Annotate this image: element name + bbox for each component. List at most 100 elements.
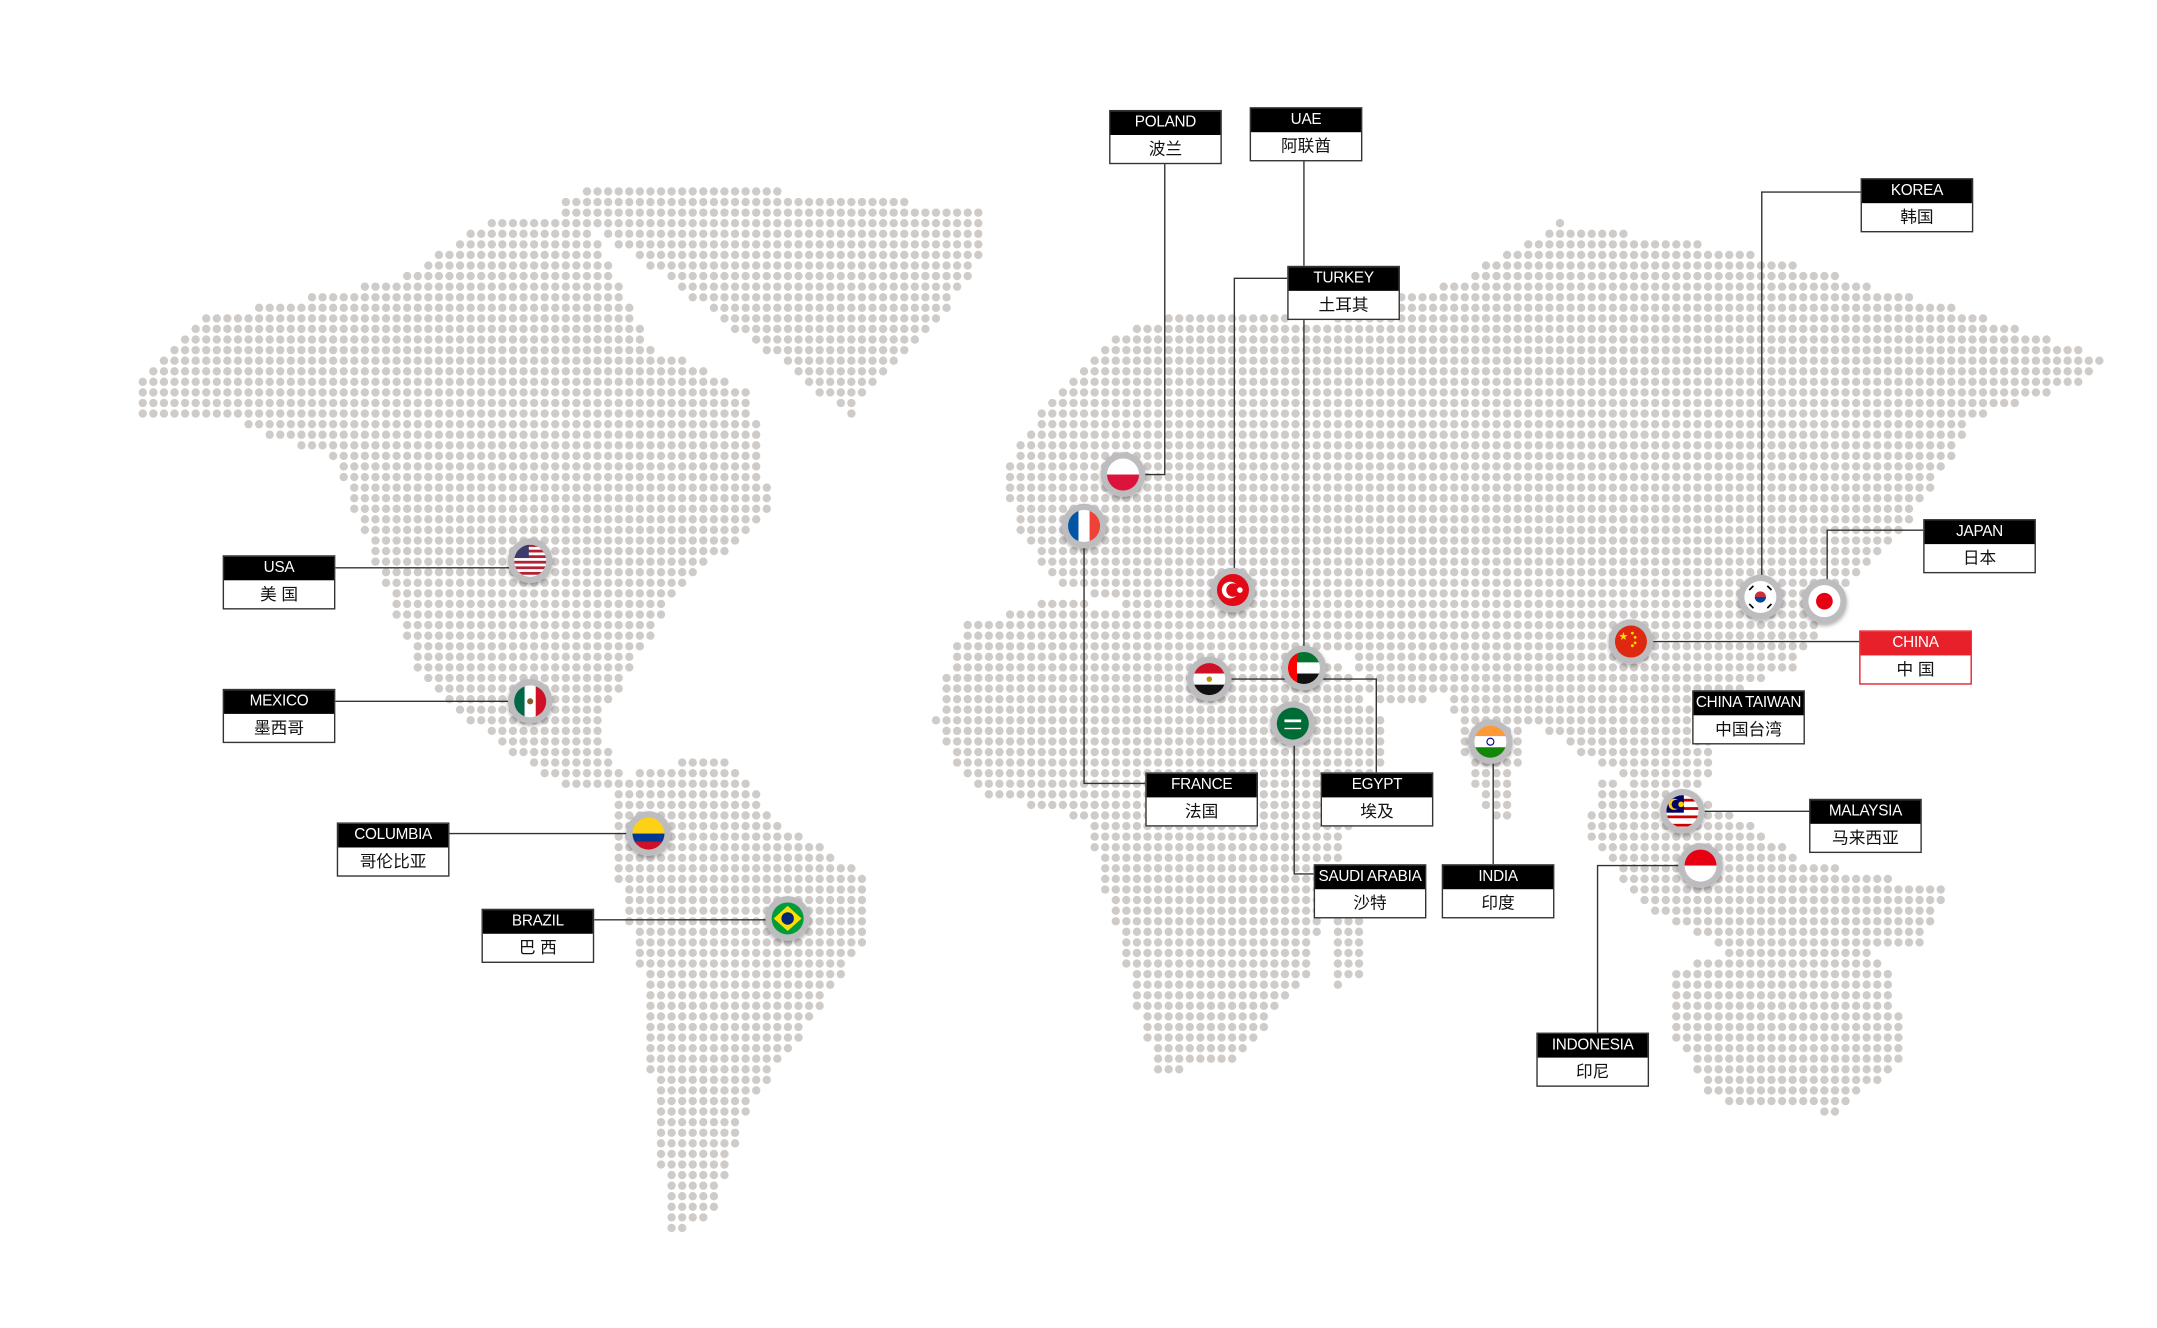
map-dot xyxy=(826,282,835,291)
map-dot xyxy=(371,504,380,513)
map-dot xyxy=(1069,409,1078,418)
map-dot xyxy=(1481,557,1491,566)
map-dot xyxy=(1428,419,1438,429)
map-dot xyxy=(635,483,645,492)
map-dot xyxy=(1809,271,1818,281)
map-dot xyxy=(2042,356,2051,365)
map-dot xyxy=(1777,451,1787,461)
map-dot xyxy=(403,525,412,535)
map-dot xyxy=(730,462,740,471)
map-dot xyxy=(1661,494,1670,503)
map-dot xyxy=(1820,398,1829,408)
map-dot xyxy=(1830,451,1840,461)
map-dot xyxy=(1650,599,1660,609)
map-dot xyxy=(1513,652,1522,662)
map-dot xyxy=(403,303,412,312)
map-dot xyxy=(529,261,539,270)
map-dot xyxy=(1069,578,1078,587)
map-dot xyxy=(752,483,761,492)
map-dot xyxy=(1418,293,1427,302)
map-dot xyxy=(1439,578,1448,587)
map-dot xyxy=(677,377,687,387)
map-dot xyxy=(1502,610,1512,619)
map-dot xyxy=(688,557,697,566)
map-dot xyxy=(752,208,761,217)
map-dot xyxy=(1206,631,1216,640)
map-dot xyxy=(1111,388,1120,397)
map-dot xyxy=(519,271,528,281)
map-dot xyxy=(1936,430,1945,439)
map-dot xyxy=(1862,451,1871,461)
map-dot xyxy=(1978,367,1988,376)
map-dot xyxy=(540,525,549,535)
map-dot xyxy=(328,377,338,387)
map-dot xyxy=(1376,335,1385,344)
map-dot xyxy=(1756,388,1766,397)
map-dot xyxy=(540,483,549,492)
map-dot xyxy=(1672,345,1681,355)
map-dot xyxy=(519,219,528,228)
map-dot xyxy=(508,525,518,535)
map-dot xyxy=(752,462,761,471)
map-dot xyxy=(1481,314,1491,323)
map-dot xyxy=(974,642,983,651)
map-dot xyxy=(625,377,634,387)
map-dot xyxy=(1587,652,1596,662)
map-dot xyxy=(551,536,560,545)
map-dot xyxy=(625,620,634,630)
map-dot xyxy=(1576,229,1586,238)
map-dot xyxy=(752,451,761,461)
map-dot xyxy=(276,356,285,365)
map-dot xyxy=(529,652,539,662)
map-dot xyxy=(1703,462,1713,471)
map-dot xyxy=(1873,494,1882,503)
map-dot xyxy=(625,398,634,408)
map-dot xyxy=(1587,271,1596,281)
map-dot xyxy=(1640,314,1649,323)
map-dot xyxy=(233,409,243,418)
map-dot xyxy=(487,472,496,482)
map-dot xyxy=(614,187,623,196)
map-dot xyxy=(1650,345,1660,355)
map-dot xyxy=(149,398,158,408)
map-dot xyxy=(1809,462,1818,471)
map-dot xyxy=(350,356,359,365)
map-dot xyxy=(1196,314,1205,323)
map-dot xyxy=(1502,494,1512,503)
map-dot xyxy=(1206,536,1216,545)
map-dot xyxy=(1693,335,1702,344)
map-dot xyxy=(1439,388,1448,397)
map-dot xyxy=(794,261,803,270)
map-dot xyxy=(1883,398,1893,408)
map-dot xyxy=(1502,652,1512,662)
map-dot xyxy=(1143,483,1152,492)
map-dot xyxy=(413,282,422,291)
map-dot xyxy=(297,303,306,312)
map-dot xyxy=(1027,631,1036,640)
map-dot xyxy=(1101,620,1110,630)
map-dot xyxy=(752,441,761,450)
map-dot xyxy=(477,398,486,408)
map-dot xyxy=(572,303,581,312)
map-dot xyxy=(1587,536,1596,545)
map-dot xyxy=(1111,515,1120,524)
map-dot xyxy=(1333,388,1343,397)
map-dot xyxy=(392,367,401,376)
map-dot xyxy=(551,261,560,270)
map-dot xyxy=(1502,293,1512,302)
map-dot xyxy=(720,388,729,397)
map-dot xyxy=(466,546,475,556)
map-dot xyxy=(1354,631,1364,640)
map-dot xyxy=(1661,409,1670,418)
map-dot xyxy=(625,303,634,312)
map-dot xyxy=(498,546,507,556)
map-dot xyxy=(424,398,433,408)
map-dot xyxy=(582,324,592,334)
map-dot xyxy=(1513,293,1522,302)
map-dot xyxy=(328,367,338,376)
map-dot xyxy=(1587,610,1596,619)
map-dot xyxy=(540,398,549,408)
map-dot xyxy=(1111,504,1120,513)
map-dot xyxy=(1450,620,1459,630)
map-dot xyxy=(519,229,528,238)
